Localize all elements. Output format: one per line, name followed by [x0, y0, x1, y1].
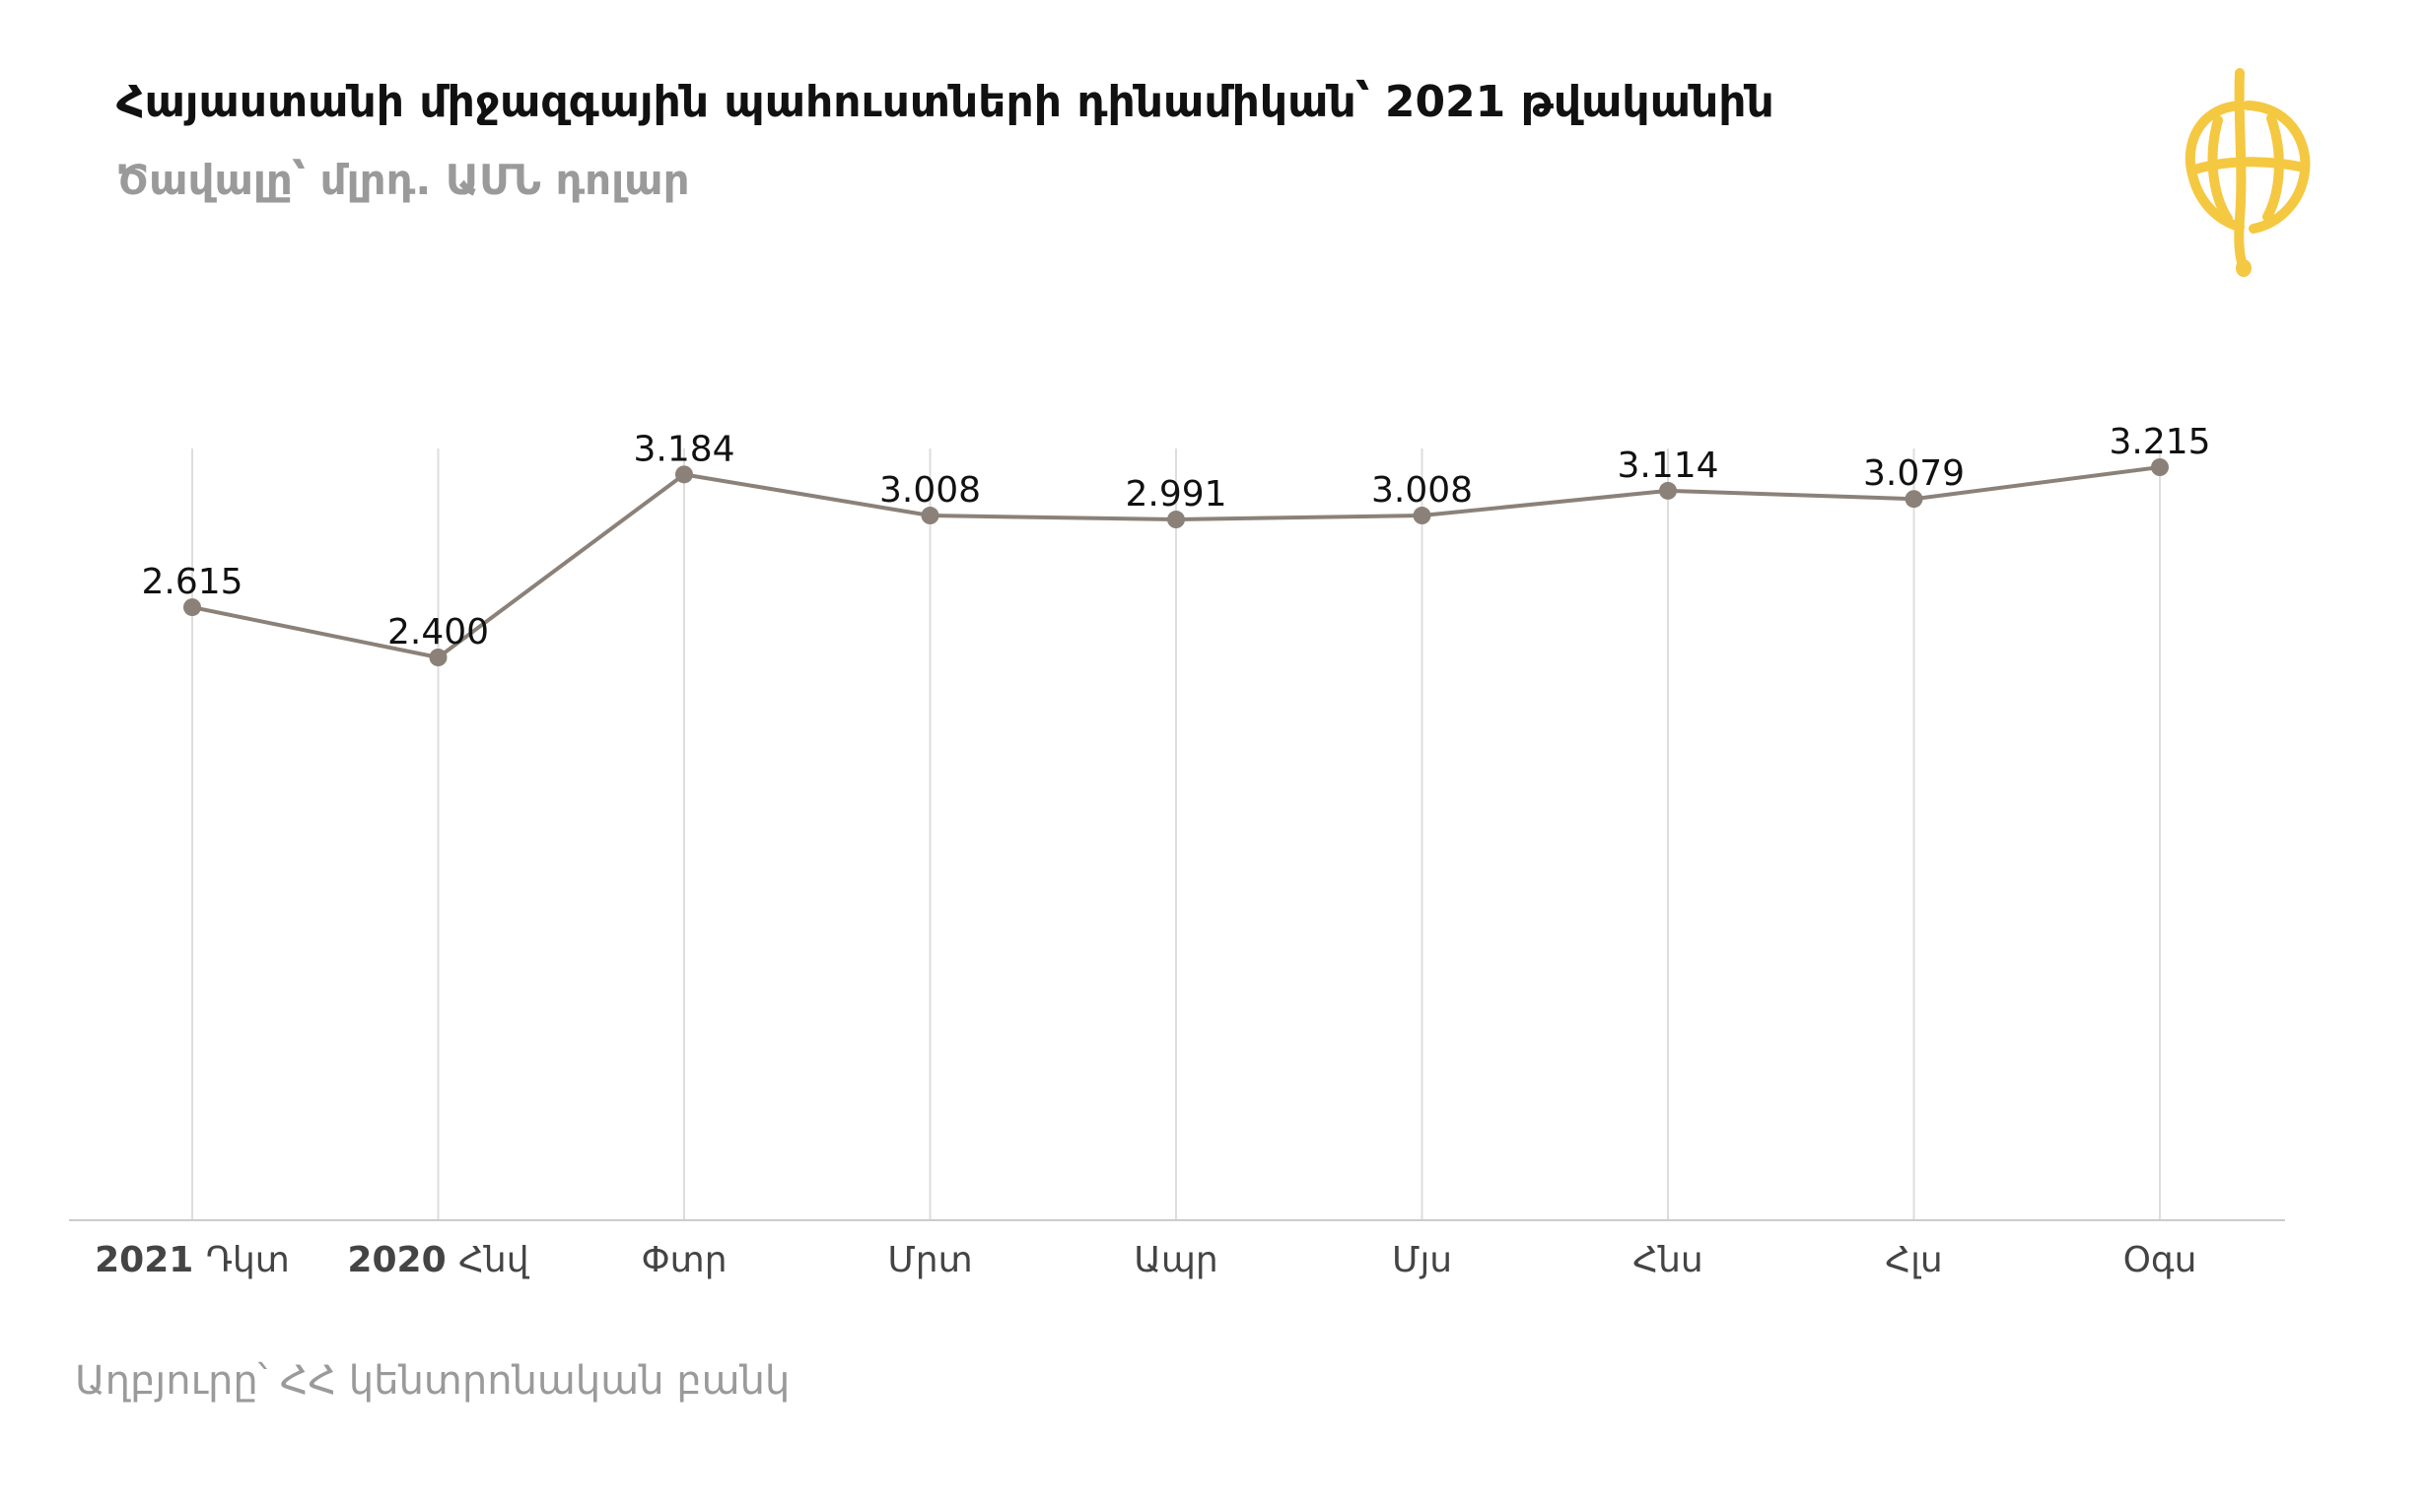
- data-label: 2.400: [387, 612, 489, 653]
- data-point[interactable]: [1659, 481, 1677, 500]
- data-label: 3.215: [2109, 422, 2210, 462]
- data-point[interactable]: [183, 598, 201, 617]
- x-tick-label: Հլս: [1885, 1240, 1942, 1280]
- globe-logo-icon: [2184, 68, 2311, 277]
- data-label: 2.615: [141, 562, 243, 602]
- data-label: 2.991: [1125, 474, 1226, 515]
- x-tick-label: Փտր: [641, 1240, 727, 1280]
- x-tick-label: Մյս: [1392, 1240, 1452, 1280]
- chart-title: Հայաստանի միջազգային պահուստների դինամիկ…: [116, 77, 1774, 127]
- data-point[interactable]: [2151, 458, 2169, 476]
- x-tick-label: Ապր: [1134, 1240, 1217, 1280]
- data-point[interactable]: [921, 507, 939, 525]
- data-labels: 2.615 2.400 3.184 3.008 2.991 3.008 3.114 3.079…: [141, 422, 2210, 653]
- data-point[interactable]: [1413, 507, 1431, 525]
- chart-subtitle: Ծավալը՝ մլրդ. ԱՄՆ դոլար: [116, 156, 690, 204]
- data-point[interactable]: [1167, 511, 1185, 529]
- x-tick-label: Հնս: [1632, 1240, 1702, 1280]
- data-label: 3.008: [879, 470, 981, 511]
- data-label: 3.114: [1617, 446, 1718, 486]
- data-point[interactable]: [1905, 490, 1923, 509]
- data-point[interactable]: [429, 649, 448, 666]
- grid-lines: [191, 448, 2161, 1220]
- x-tick-labels: 2021 Դկտ 2020 Հնվ Փտր Մրտ Ապր Մյս Հնս Հլս Օգս: [95, 1240, 2196, 1280]
- x-tick-label: Օգս: [2123, 1240, 2197, 1280]
- x-tick-label: Մրտ: [887, 1240, 972, 1280]
- data-label: 3.184: [633, 429, 734, 469]
- x-tick-label: 2021 Դկտ: [95, 1240, 290, 1280]
- x-tick-label: 2020 Հնվ: [347, 1240, 529, 1280]
- source-note: Աղբյուրը՝ ՀՀ կենտրոնական բանկ: [75, 1358, 791, 1404]
- data-points: [183, 458, 2169, 666]
- data-label: 3.008: [1371, 470, 1473, 511]
- data-label: 3.079: [1863, 453, 1965, 494]
- data-point[interactable]: [675, 465, 693, 484]
